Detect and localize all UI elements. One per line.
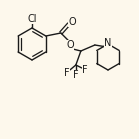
Text: F: F — [82, 65, 88, 75]
Text: F: F — [73, 70, 79, 80]
Text: N: N — [104, 38, 112, 48]
Text: F: F — [64, 68, 70, 78]
Text: O: O — [66, 40, 74, 50]
Text: O: O — [68, 17, 76, 27]
Text: Cl: Cl — [27, 14, 37, 24]
